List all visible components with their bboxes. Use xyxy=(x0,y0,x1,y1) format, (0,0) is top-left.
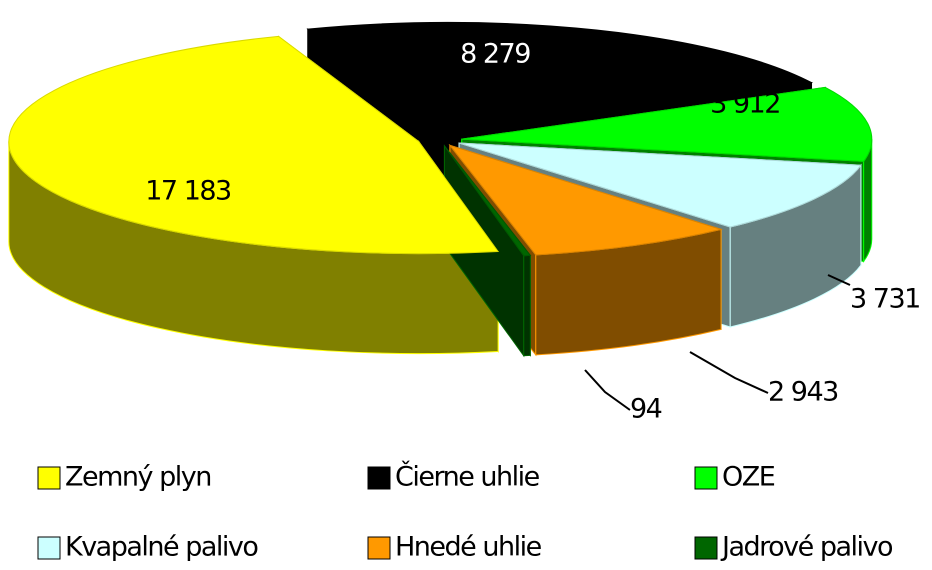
slice xyxy=(448,144,723,256)
data-label: 3 912 xyxy=(710,89,780,120)
legend-label: Jadrové palivo xyxy=(720,532,893,563)
legend-label: Kvapalné palivo xyxy=(65,532,258,563)
slice xyxy=(444,145,532,257)
legend-swatch xyxy=(37,536,61,560)
legend-swatch xyxy=(694,466,718,490)
legend-swatch xyxy=(367,466,391,490)
leader-line xyxy=(689,351,769,394)
legend-label: Hnedé uhlie xyxy=(395,532,542,563)
legend-swatch xyxy=(694,536,718,560)
leader-line xyxy=(827,274,851,286)
legend-swatch xyxy=(367,536,391,560)
slice-side xyxy=(523,254,531,357)
legend-swatch xyxy=(37,466,61,490)
data-label: 2 943 xyxy=(768,377,838,408)
slice xyxy=(458,142,862,228)
data-label: 94 xyxy=(630,394,662,425)
slice xyxy=(8,35,500,255)
data-label: 17 183 xyxy=(145,176,231,207)
slice xyxy=(461,86,873,162)
slice xyxy=(306,21,814,135)
legend-label: Čierne uhlie xyxy=(395,461,540,493)
legend-label: Zemný plyn xyxy=(65,462,211,493)
legend-label: OZE xyxy=(722,462,775,493)
data-label: 8 279 xyxy=(460,39,530,70)
data-label: 3 731 xyxy=(850,284,920,315)
leader-line xyxy=(584,369,631,411)
